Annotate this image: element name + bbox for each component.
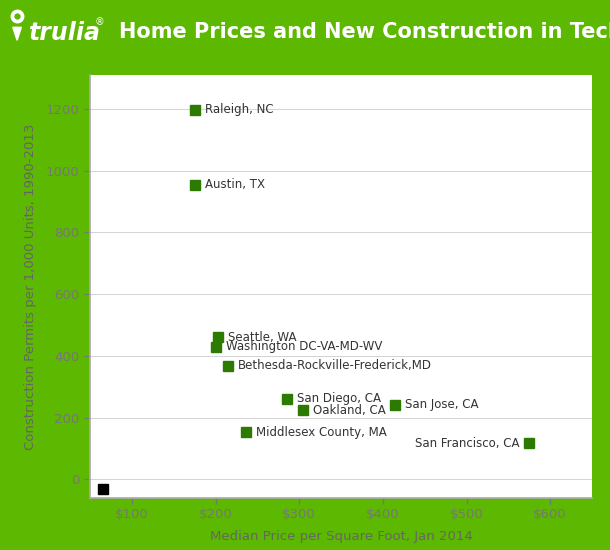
- Text: Raleigh, NC: Raleigh, NC: [204, 103, 273, 116]
- Text: Seattle, WA: Seattle, WA: [228, 331, 296, 344]
- Text: trulia: trulia: [29, 20, 101, 45]
- Text: Middlesex County, MA: Middlesex County, MA: [256, 426, 387, 439]
- Text: Washington DC-VA-MD-WV: Washington DC-VA-MD-WV: [226, 340, 382, 353]
- Text: Home Prices and New Construction in Tech Hubs: Home Prices and New Construction in Tech…: [119, 23, 610, 42]
- Text: Oakland, CA: Oakland, CA: [314, 404, 386, 416]
- X-axis label: Median Price per Square Foot, Jan 2014: Median Price per Square Foot, Jan 2014: [210, 530, 472, 543]
- Y-axis label: Construction Permits per 1,000 Units, 1990-2013: Construction Permits per 1,000 Units, 19…: [24, 123, 37, 450]
- Text: Bethesda-Rockville-Frederick,MD: Bethesda-Rockville-Frederick,MD: [238, 359, 432, 372]
- Text: Austin, TX: Austin, TX: [204, 178, 265, 191]
- Text: San Francisco, CA: San Francisco, CA: [415, 437, 519, 449]
- Text: San Diego, CA: San Diego, CA: [296, 392, 381, 405]
- Polygon shape: [13, 28, 21, 40]
- Text: ®: ®: [95, 17, 104, 27]
- Text: San Jose, CA: San Jose, CA: [406, 398, 479, 411]
